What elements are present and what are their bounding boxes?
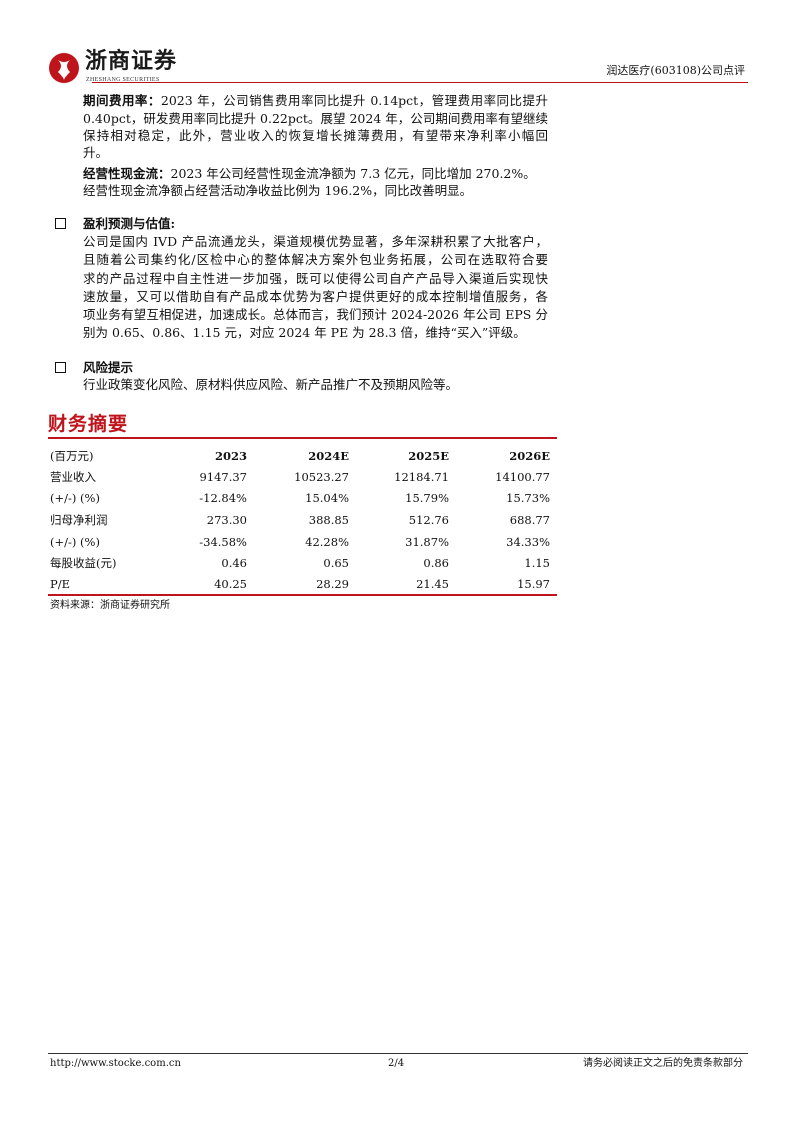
text-line: 经营性现金流净额占经营活动净收益比例为 196.2%，同比改善明显。 (83, 183, 473, 198)
text-line: 保持相对稳定，此外，营业收入的恢复增长摊薄费用，有望带来净利率小幅回 (83, 128, 548, 143)
table-cell: 31.87% (405, 535, 449, 549)
table-row: 每股收益(元) 0.46 0.65 0.86 1.15 (50, 556, 550, 572)
table-cell: 0.46 (221, 556, 247, 570)
table-cell: 1.15 (524, 556, 550, 570)
row-label: P/E (50, 577, 71, 591)
report-title: 润达医疗(603108)公司点评 (606, 64, 745, 77)
text-line: 别为 0.65、0.86、1.15 元，对应 2024 年 PE 为 28.3 … (83, 325, 526, 340)
table-cell: 273.30 (206, 513, 247, 527)
text-line: 且随着公司集约化/区检中心的整体解决方案外包业务拓展，公司在选取符合要 (83, 252, 548, 267)
source-note: 资料来源：浙商证券研究所 (50, 600, 170, 611)
table-bottom-rule (48, 594, 557, 596)
table-cell: 512.76 (408, 513, 449, 527)
text-line: 行业政策变化风险、原材料供应风险、新产品推广不及预期风险等。 (83, 377, 459, 392)
table-cell: 0.65 (323, 556, 349, 570)
text-line: 项业务有望互相促进，加速成长。总体而言，我们预计 2024-2026 年公司 E… (83, 307, 548, 322)
table-cell: -12.84% (199, 491, 247, 505)
text-line: 经营性现金流：2023 年公司经营性现金流净额为 7.3 亿元，同比增加 270… (83, 166, 536, 181)
footer-disclaimer: 请务必阅读正文之后的免责条款部分 (583, 1058, 743, 1069)
checkbox-bullet-icon (55, 218, 66, 229)
text-line: 公司是国内 IVD 产品流通龙头，渠道规模优势显著，多年深耕积累了大批客户， (83, 234, 548, 249)
table-cell: 15.04% (305, 491, 349, 505)
table-cell: -34.58% (199, 535, 247, 549)
page-number: 2/4 (388, 1058, 405, 1069)
header-cell: 2026E (509, 449, 550, 463)
header-divider (92, 82, 748, 83)
section-heading: 盈利预测与估值: (83, 216, 176, 231)
row-label: 营业收入 (50, 470, 96, 484)
financials-title: 财务摘要 (48, 413, 129, 435)
text-line: 升。 (83, 145, 109, 160)
table-cell: 15.73% (506, 491, 550, 505)
table-row: P/E 40.25 28.29 21.45 15.97 (50, 577, 550, 593)
text-line: 期间费用率：2023 年，公司销售费用率同比提升 0.14pct，管理费用率同比… (83, 93, 548, 108)
header-cell: 2025E (408, 449, 449, 463)
table-row: (+/-) (%) -12.84% 15.04% 15.79% 15.73% (50, 491, 550, 507)
section-heading: 风险提示 (83, 360, 134, 375)
table-cell: 9147.37 (199, 470, 247, 484)
zheshang-logo-icon (49, 53, 79, 83)
table-cell: 10523.27 (294, 470, 349, 484)
table-cell: 42.28% (305, 535, 349, 549)
table-row: 归母净利润 273.30 388.85 512.76 688.77 (50, 513, 550, 529)
row-label: 归母净利润 (50, 513, 108, 527)
table-row: 营业收入 9147.37 10523.27 12184.71 14100.77 (50, 470, 550, 486)
table-cell: 21.45 (416, 577, 449, 591)
table-cell: 15.79% (405, 491, 449, 505)
row-label: (+/-) (%) (50, 491, 100, 505)
header-cell: 2024E (308, 449, 349, 463)
row-label: (+/-) (%) (50, 535, 100, 549)
text-line: 求的产品过程中自主性进一步加强，既可以使得公司自产产品导入渠道后实现快 (83, 271, 548, 286)
table-cell: 40.25 (214, 577, 247, 591)
text-line: 速放量，又可以借助自有产品成本优势为客户提供更好的成本控制增值服务，各 (83, 289, 548, 304)
table-header: (百万元) 2023 2024E 2025E 2026E (50, 449, 550, 465)
logo-text: 浙商证券 (85, 49, 178, 74)
footer-url[interactable]: http://www.stocke.com.cn (50, 1058, 181, 1069)
table-cell: 14100.77 (495, 470, 550, 484)
header-cell: (百万元) (50, 449, 94, 463)
table-cell: 15.97 (517, 577, 550, 591)
header-cell: 2023 (214, 449, 247, 463)
text-line: 0.40pct，研发费用率同比提升 0.22pct。展望 2024 年，公司期间… (83, 111, 548, 126)
table-row: (+/-) (%) -34.58% 42.28% 31.87% 34.33% (50, 535, 550, 551)
row-label: 每股收益(元) (50, 556, 117, 570)
table-top-rule (48, 437, 557, 439)
table-cell: 12184.71 (394, 470, 449, 484)
checkbox-bullet-icon (55, 362, 66, 373)
table-cell: 388.85 (308, 513, 349, 527)
footer-divider (48, 1053, 748, 1054)
table-cell: 34.33% (506, 535, 550, 549)
table-cell: 28.29 (316, 577, 349, 591)
table-cell: 0.86 (423, 556, 449, 570)
table-cell: 688.77 (509, 513, 550, 527)
logo-subtext: ZHESHANG SECURITIES (86, 77, 160, 83)
